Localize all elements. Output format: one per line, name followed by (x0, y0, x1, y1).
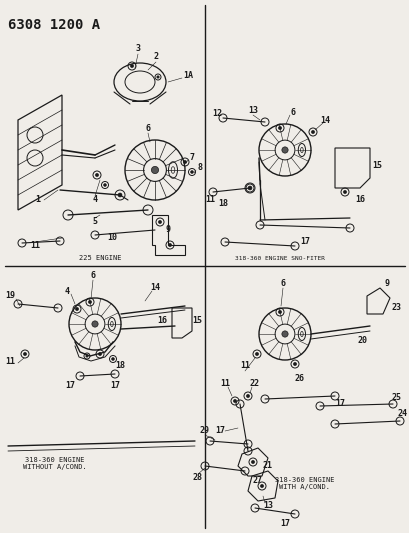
Circle shape (278, 310, 281, 313)
Text: 318-360 ENGINE SNO-FITER: 318-360 ENGINE SNO-FITER (234, 255, 324, 261)
Text: 22: 22 (249, 379, 259, 389)
Circle shape (281, 147, 288, 153)
Text: 16: 16 (354, 196, 364, 205)
Text: 26: 26 (294, 375, 304, 384)
Circle shape (278, 126, 281, 130)
Text: 18: 18 (218, 199, 227, 208)
Text: 20: 20 (357, 336, 367, 345)
Text: 11: 11 (5, 358, 15, 367)
Text: 318-360 ENGINE
WITHOUT A/COND.: 318-360 ENGINE WITHOUT A/COND. (23, 457, 87, 471)
Circle shape (247, 186, 252, 190)
Circle shape (111, 358, 114, 360)
Circle shape (75, 308, 79, 311)
Text: 15: 15 (191, 317, 202, 326)
Text: 6: 6 (280, 279, 285, 288)
Text: 225 ENGINE: 225 ENGINE (79, 255, 121, 261)
Circle shape (23, 352, 27, 356)
Text: 21: 21 (262, 462, 272, 471)
Text: 12: 12 (211, 109, 221, 117)
Text: 11: 11 (220, 379, 229, 389)
Circle shape (88, 301, 91, 304)
Text: 28: 28 (193, 473, 202, 482)
Text: 6: 6 (90, 271, 95, 280)
Text: 24: 24 (397, 409, 407, 418)
Text: 4: 4 (92, 196, 97, 205)
Text: 3: 3 (135, 44, 140, 52)
Text: 13: 13 (262, 502, 272, 511)
Text: 27: 27 (252, 477, 262, 486)
Circle shape (85, 355, 88, 357)
Text: 318-360 ENGINE
WITH A/COND.: 318-360 ENGINE WITH A/COND. (274, 478, 334, 490)
Text: 14: 14 (150, 284, 160, 293)
Circle shape (103, 183, 106, 187)
Circle shape (168, 244, 171, 247)
Text: 4: 4 (64, 287, 70, 295)
Text: 6: 6 (290, 108, 295, 117)
Text: 6: 6 (145, 124, 150, 133)
Text: 29: 29 (200, 426, 209, 435)
Text: 1: 1 (36, 196, 40, 205)
Circle shape (183, 160, 186, 164)
Text: 11: 11 (239, 361, 249, 370)
Text: 13: 13 (247, 106, 257, 115)
Circle shape (98, 352, 101, 356)
Circle shape (190, 171, 193, 173)
Text: 14: 14 (319, 116, 329, 125)
Text: 17: 17 (299, 238, 309, 246)
Circle shape (151, 166, 158, 174)
Text: 1A: 1A (182, 70, 193, 79)
Text: 10: 10 (107, 233, 117, 243)
Text: 7: 7 (189, 152, 194, 161)
Circle shape (251, 461, 254, 464)
Text: 19: 19 (5, 292, 15, 301)
Circle shape (246, 394, 249, 398)
Text: 9: 9 (165, 225, 170, 235)
Text: 18: 18 (115, 361, 125, 370)
Circle shape (260, 484, 263, 488)
Text: 25: 25 (391, 393, 401, 402)
Circle shape (233, 399, 236, 402)
Circle shape (293, 362, 296, 366)
Circle shape (255, 352, 258, 356)
Circle shape (343, 190, 346, 193)
Circle shape (118, 193, 122, 197)
Text: 8: 8 (197, 163, 202, 172)
Text: 15: 15 (371, 160, 381, 169)
Text: 9: 9 (384, 279, 389, 288)
Circle shape (95, 173, 98, 176)
Text: 11: 11 (30, 240, 40, 249)
Text: 17: 17 (110, 382, 120, 391)
Circle shape (130, 64, 133, 68)
Text: 17: 17 (65, 382, 75, 391)
Circle shape (156, 76, 159, 78)
Text: 17: 17 (334, 400, 344, 408)
Text: 17: 17 (279, 520, 289, 529)
Text: 2: 2 (153, 52, 158, 61)
Circle shape (311, 131, 314, 134)
Circle shape (281, 331, 288, 337)
Text: 16: 16 (157, 317, 166, 326)
Text: 5: 5 (92, 217, 97, 227)
Text: 6308 1200 A: 6308 1200 A (8, 18, 100, 32)
Text: 23: 23 (391, 303, 401, 312)
Text: 17: 17 (214, 426, 225, 435)
Text: 11: 11 (204, 196, 214, 205)
Circle shape (158, 221, 161, 224)
Circle shape (92, 321, 98, 327)
